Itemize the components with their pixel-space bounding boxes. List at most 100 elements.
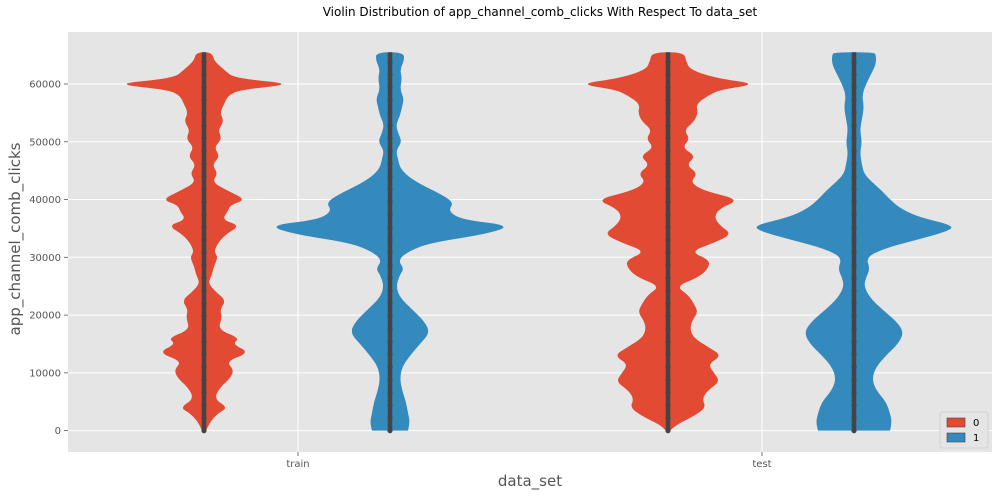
data-point <box>851 211 857 218</box>
data-point <box>201 110 207 116</box>
data-point <box>387 288 393 294</box>
legend-label-0: 0 <box>973 418 979 429</box>
data-point <box>201 148 207 154</box>
legend-label-1: 1 <box>973 433 979 444</box>
data-point <box>201 288 207 294</box>
data-point <box>665 161 671 167</box>
data-point <box>387 339 393 345</box>
data-point <box>851 377 857 383</box>
data-point <box>665 300 671 307</box>
data-point <box>387 364 393 370</box>
data-point <box>851 402 857 408</box>
data-point <box>387 237 393 243</box>
data-point <box>851 428 857 434</box>
data-point <box>201 224 207 230</box>
y-tick-label: 60000 <box>29 79 61 90</box>
data-point <box>665 224 671 230</box>
data-point <box>387 84 393 91</box>
x-tick-label: test <box>752 459 771 470</box>
data-point <box>387 326 393 332</box>
data-point <box>851 275 857 281</box>
y-tick-label: 10000 <box>29 368 61 379</box>
x-axis-ticks: train test <box>286 452 772 470</box>
data-point <box>851 326 857 332</box>
data-point <box>201 135 207 141</box>
data-point <box>201 84 207 91</box>
data-point <box>201 339 207 345</box>
data-point <box>665 199 671 205</box>
data-point <box>665 84 671 91</box>
data-point <box>387 186 393 192</box>
data-point <box>851 148 857 154</box>
data-point <box>387 402 393 408</box>
data-point <box>201 250 207 256</box>
data-point <box>387 122 393 129</box>
data-point <box>851 237 857 243</box>
data-point <box>665 364 671 370</box>
data-point <box>665 237 671 243</box>
data-point <box>201 389 207 396</box>
x-axis-title: data_set <box>498 472 562 491</box>
data-point <box>387 300 393 307</box>
data-point <box>201 326 207 332</box>
data-point <box>665 262 671 268</box>
data-point <box>201 211 207 218</box>
data-point <box>201 300 207 307</box>
data-point <box>387 224 393 230</box>
data-point <box>387 428 393 434</box>
data-point <box>201 97 207 103</box>
data-point <box>851 122 857 129</box>
data-point <box>387 389 393 396</box>
data-point <box>851 186 857 192</box>
data-point <box>665 326 671 332</box>
data-point <box>387 377 393 383</box>
data-point <box>851 59 857 65</box>
data-point <box>851 84 857 91</box>
data-point <box>387 313 393 319</box>
y-tick-label: 50000 <box>29 137 61 148</box>
data-point <box>387 250 393 256</box>
data-point <box>387 110 393 116</box>
data-point <box>387 351 393 357</box>
data-point <box>851 313 857 319</box>
data-point <box>665 402 671 408</box>
data-point <box>665 97 671 103</box>
data-point <box>665 389 671 396</box>
data-point <box>665 72 671 78</box>
data-point <box>851 389 857 396</box>
data-point <box>851 110 857 116</box>
data-point <box>387 262 393 268</box>
data-point <box>387 59 393 65</box>
data-point <box>665 377 671 383</box>
data-point <box>851 262 857 268</box>
data-point <box>665 110 671 116</box>
data-point <box>851 135 857 141</box>
data-point <box>201 351 207 357</box>
data-point <box>201 199 207 205</box>
data-point <box>387 211 393 218</box>
data-point <box>851 199 857 205</box>
data-point <box>665 275 671 281</box>
data-point <box>387 161 393 167</box>
data-point <box>851 364 857 370</box>
data-point <box>201 313 207 319</box>
data-point <box>851 97 857 103</box>
legend-frame <box>939 411 989 449</box>
data-point <box>665 211 671 218</box>
data-points <box>201 52 857 434</box>
data-point <box>201 377 207 383</box>
data-point <box>851 351 857 357</box>
data-point <box>201 122 207 129</box>
data-point <box>201 72 207 78</box>
data-point <box>665 313 671 319</box>
data-point <box>201 275 207 281</box>
data-point <box>665 351 671 357</box>
data-point <box>665 122 671 129</box>
data-point <box>851 224 857 230</box>
data-point <box>851 72 857 78</box>
data-point <box>665 288 671 294</box>
y-axis-ticks: 0 10000 20000 30000 40000 50000 60000 <box>29 79 68 437</box>
y-tick-label: 40000 <box>29 195 61 206</box>
data-point <box>201 161 207 167</box>
